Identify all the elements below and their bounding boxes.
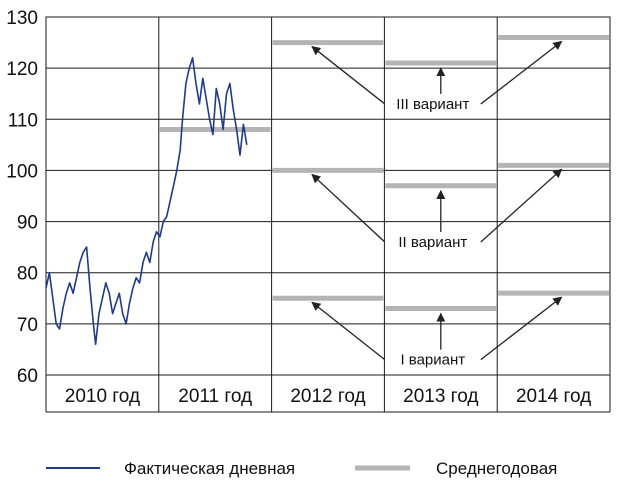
grid-layer xyxy=(45,16,611,413)
y-tick-label: 70 xyxy=(17,315,38,336)
annotation-arrow xyxy=(311,46,386,105)
legend-average-label: Среднегодовая xyxy=(436,459,557,478)
y-tick-label: 120 xyxy=(6,59,38,80)
category-label: 2010 год xyxy=(65,386,140,407)
annotation-arrow xyxy=(480,168,563,243)
annotation-arrow xyxy=(480,296,563,361)
annotation-labels-layer: III вариант II вариант I вариант xyxy=(396,96,469,369)
annotation-label: III вариант xyxy=(396,96,469,113)
y-tick-label: 100 xyxy=(6,161,38,182)
annotation-label: I вариант xyxy=(400,352,465,369)
average-lines-layer xyxy=(159,34,609,312)
legend: Фактическая дневная Среднегодовая xyxy=(46,459,557,478)
arrow-layer xyxy=(311,40,563,361)
legend-daily-label: Фактическая дневная xyxy=(124,459,295,478)
category-label: 2011 год xyxy=(178,386,252,407)
y-tick-label: 60 xyxy=(17,366,38,387)
category-labels-layer: 2010 год 2011 год 2012 год 2013 год 2014 год xyxy=(65,386,591,407)
annotation-arrow xyxy=(311,301,386,361)
y-tick-label: 90 xyxy=(17,213,38,234)
y-tick-label: 110 xyxy=(8,110,38,131)
category-label: 2012 год xyxy=(290,386,365,407)
y-tick-label: 130 xyxy=(6,8,38,29)
category-label: 2013 год xyxy=(403,386,478,407)
annotation-label: II вариант xyxy=(398,234,467,251)
annotation-arrow xyxy=(311,173,386,243)
y-tick-label: 80 xyxy=(17,264,38,285)
category-label: 2014 год xyxy=(516,386,591,407)
tick-labels-layer: 60 70 80 90 100 110 120 130 xyxy=(6,8,38,387)
daily-series-layer xyxy=(45,57,248,346)
plot-frame xyxy=(45,16,611,376)
annotation-arrow xyxy=(480,40,563,105)
daily-series-line xyxy=(45,57,248,346)
